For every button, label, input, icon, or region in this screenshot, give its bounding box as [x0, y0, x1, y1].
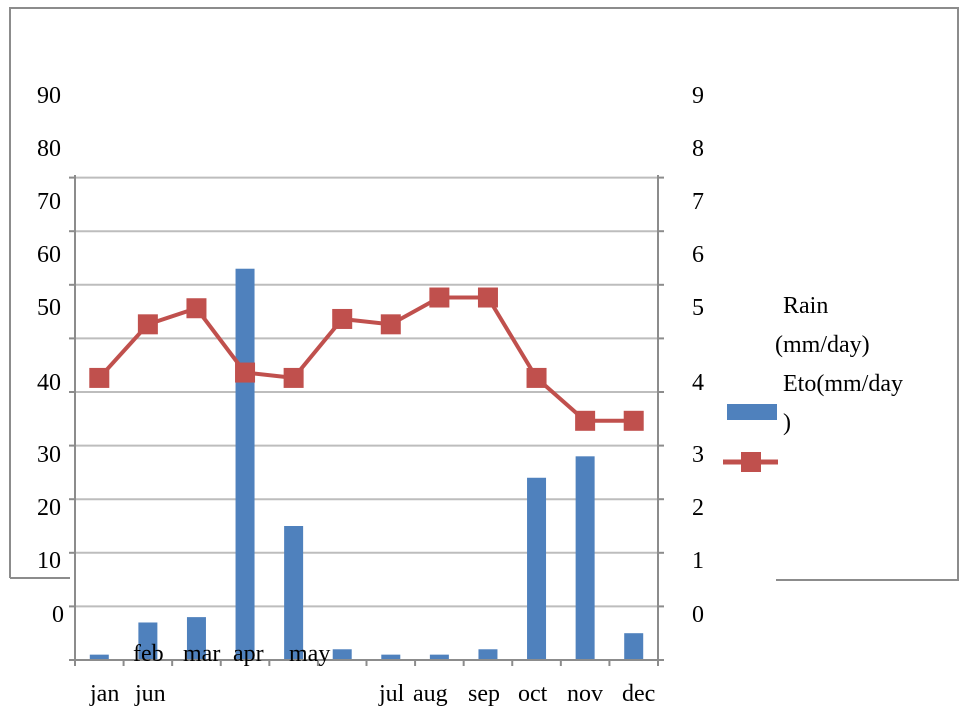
gridlines — [75, 176, 658, 608]
eto-point-may — [283, 367, 304, 388]
rain-bar-nov — [575, 456, 595, 660]
x-tick-label-apr: apr — [233, 641, 264, 667]
right-tick-label: 8 — [692, 136, 704, 162]
axes — [69, 175, 664, 666]
eto-point-dec — [623, 410, 644, 431]
right-tick-label: 3 — [692, 442, 704, 468]
left-tick-label: 20 — [37, 495, 61, 521]
x-tick-label-nov: nov — [567, 681, 603, 707]
left-tick-label: 70 — [37, 189, 61, 215]
eto-point-jan — [89, 367, 110, 388]
eto-point-apr — [235, 362, 256, 383]
eto-point-jul — [380, 314, 401, 335]
x-tick-label-mar: mar — [183, 641, 220, 667]
left-tick-label: 40 — [37, 370, 61, 396]
right-tick-label: 7 — [692, 189, 704, 215]
eto-point-feb — [137, 314, 158, 335]
x-tick-label-feb: feb — [133, 641, 164, 667]
legend-rain-swatch — [727, 404, 777, 420]
eto-point-nov — [575, 410, 596, 431]
rain-bar-feb — [138, 622, 158, 660]
eto-line-series — [89, 287, 644, 431]
eto-point-oct — [526, 367, 547, 388]
right-tick-label: 5 — [692, 295, 704, 321]
legend: Rain (mm/day) Eto(mm/day ) — [723, 293, 903, 472]
x-tick-label-oct: oct — [518, 681, 548, 707]
rain-bar-apr — [235, 268, 255, 660]
rain-bar-may — [284, 526, 304, 660]
x-tick-label-may: may — [289, 641, 330, 667]
legend-line-1: Rain — [783, 293, 828, 319]
x-tick-label-dec: dec — [622, 681, 655, 707]
left-tick-label: 50 — [37, 295, 61, 321]
eto-point-mar — [186, 298, 207, 319]
left-tick-label: 60 — [37, 242, 61, 268]
right-tick-label: 2 — [692, 495, 704, 521]
rain-bar-dec — [624, 633, 644, 660]
left-tick-label: 30 — [37, 442, 61, 468]
rain-bar-jul — [381, 654, 401, 660]
rain-bar-mar — [186, 617, 206, 660]
legend-eto-swatch — [723, 452, 778, 472]
x-tick-label-jul: jul — [378, 681, 405, 707]
right-axis-ticks: 9 8 7 6 5 4 3 2 1 0 — [692, 83, 704, 628]
rain-bar-oct — [527, 477, 547, 660]
legend-line-4: ) — [783, 410, 791, 436]
right-tick-label: 1 — [692, 548, 704, 574]
x-tick-label-aug: aug — [413, 681, 448, 707]
right-tick-label: 6 — [692, 242, 704, 268]
rain-bar-jun — [332, 649, 352, 660]
x-tick-label-jan: jan — [89, 681, 119, 707]
x-tick-label-jun: jun — [134, 681, 166, 707]
right-tick-label: 0 — [692, 602, 704, 628]
right-tick-label: 9 — [692, 83, 704, 109]
rain-bar-aug — [429, 654, 449, 660]
left-axis-ticks: 90 80 70 60 50 40 30 20 10 0 — [37, 83, 64, 628]
eto-point-aug — [429, 287, 450, 308]
right-tick-label: 4 — [692, 370, 704, 396]
legend-line-3: Eto(mm/day — [783, 371, 903, 397]
rain-bar-jan — [89, 654, 109, 660]
x-tick-label-sep: sep — [468, 681, 500, 707]
eto-point-jun — [332, 308, 353, 329]
chart-frame — [9, 7, 959, 581]
legend-line-2: (mm/day) — [775, 332, 870, 358]
rain-bars — [89, 268, 644, 660]
left-tick-label: 0 — [52, 602, 64, 628]
left-tick-label: 90 — [37, 83, 61, 109]
left-tick-label: 10 — [37, 548, 61, 574]
eto-line — [97, 295, 634, 423]
eto-point-sep — [477, 287, 498, 308]
rain-bar-sep — [478, 649, 498, 660]
left-tick-label: 80 — [37, 136, 61, 162]
